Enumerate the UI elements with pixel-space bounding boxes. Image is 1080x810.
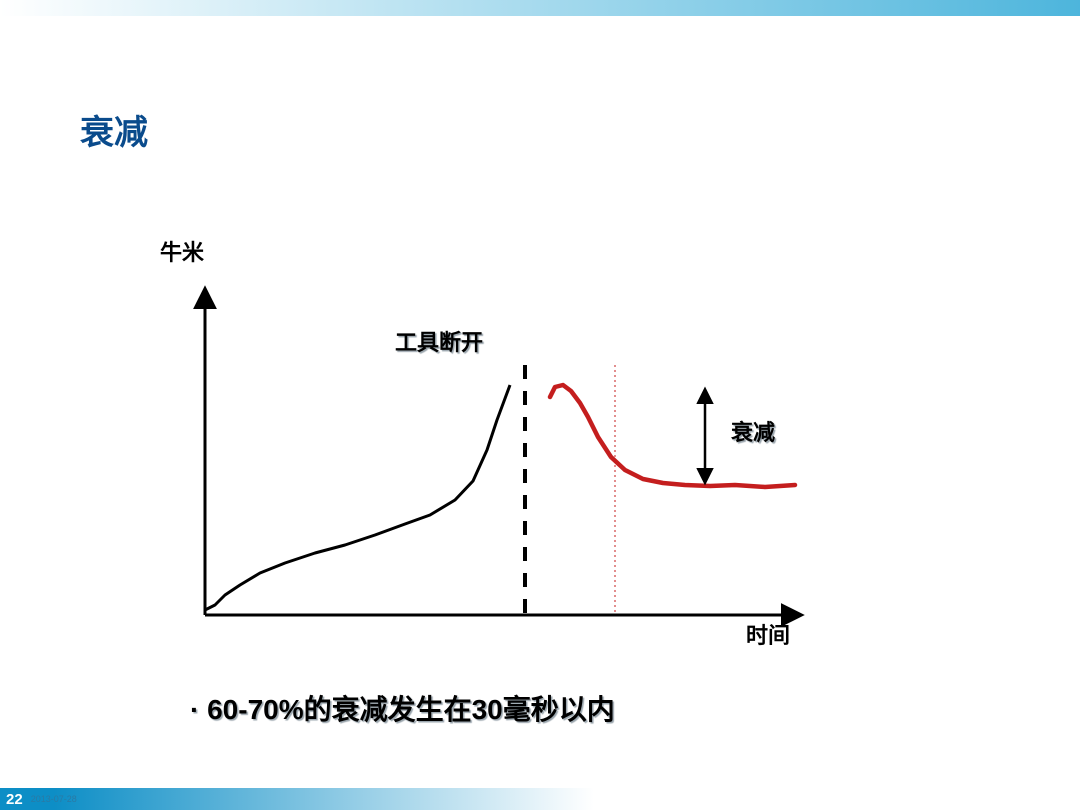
decay-chart: 牛米 时间 工具断开 衰减 [135,245,835,645]
x-axis-label: 时间 [746,618,790,650]
tool-annotation: 工具断开 [395,325,483,357]
footer-bar: 22 2013-07-28 [0,788,1080,810]
bullet-text: · 60-70%的衰减发生在30毫秒以内 [190,688,615,728]
footer-date: 2013-07-28 [31,794,77,804]
y-axis-label: 牛米 [160,235,204,267]
decay-annotation: 衰减 [731,415,775,447]
page-number: 22 [6,791,23,808]
slide-title: 衰减 [80,105,148,154]
top-bar [0,0,1080,16]
